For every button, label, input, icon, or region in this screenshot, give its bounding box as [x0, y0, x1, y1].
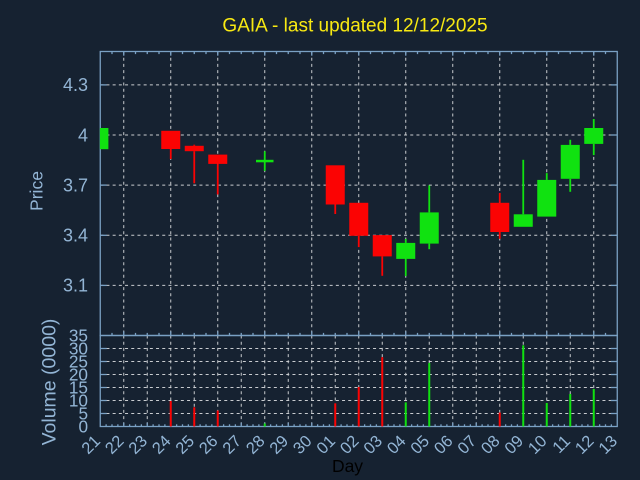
svg-text:30: 30: [69, 339, 88, 359]
svg-text:35: 35: [69, 326, 88, 346]
svg-text:10: 10: [69, 391, 88, 411]
svg-text:15: 15: [69, 378, 88, 398]
svg-text:4: 4: [78, 125, 88, 145]
svg-text:Price: Price: [27, 171, 47, 211]
svg-text:Day: Day: [332, 456, 363, 476]
svg-text:3.7: 3.7: [63, 175, 88, 195]
svg-text:4.3: 4.3: [63, 75, 88, 95]
svg-text:0: 0: [78, 417, 88, 437]
svg-text:5: 5: [78, 404, 88, 424]
svg-text:25: 25: [69, 352, 88, 372]
svg-text:20: 20: [69, 365, 88, 385]
svg-text:3.1: 3.1: [63, 276, 88, 296]
svg-text:Volume (0000): Volume (0000): [39, 319, 61, 446]
svg-text:GAIA - last updated 12/12/2025: GAIA - last updated 12/12/2025: [222, 16, 487, 37]
svg-text:3.4: 3.4: [63, 226, 88, 246]
